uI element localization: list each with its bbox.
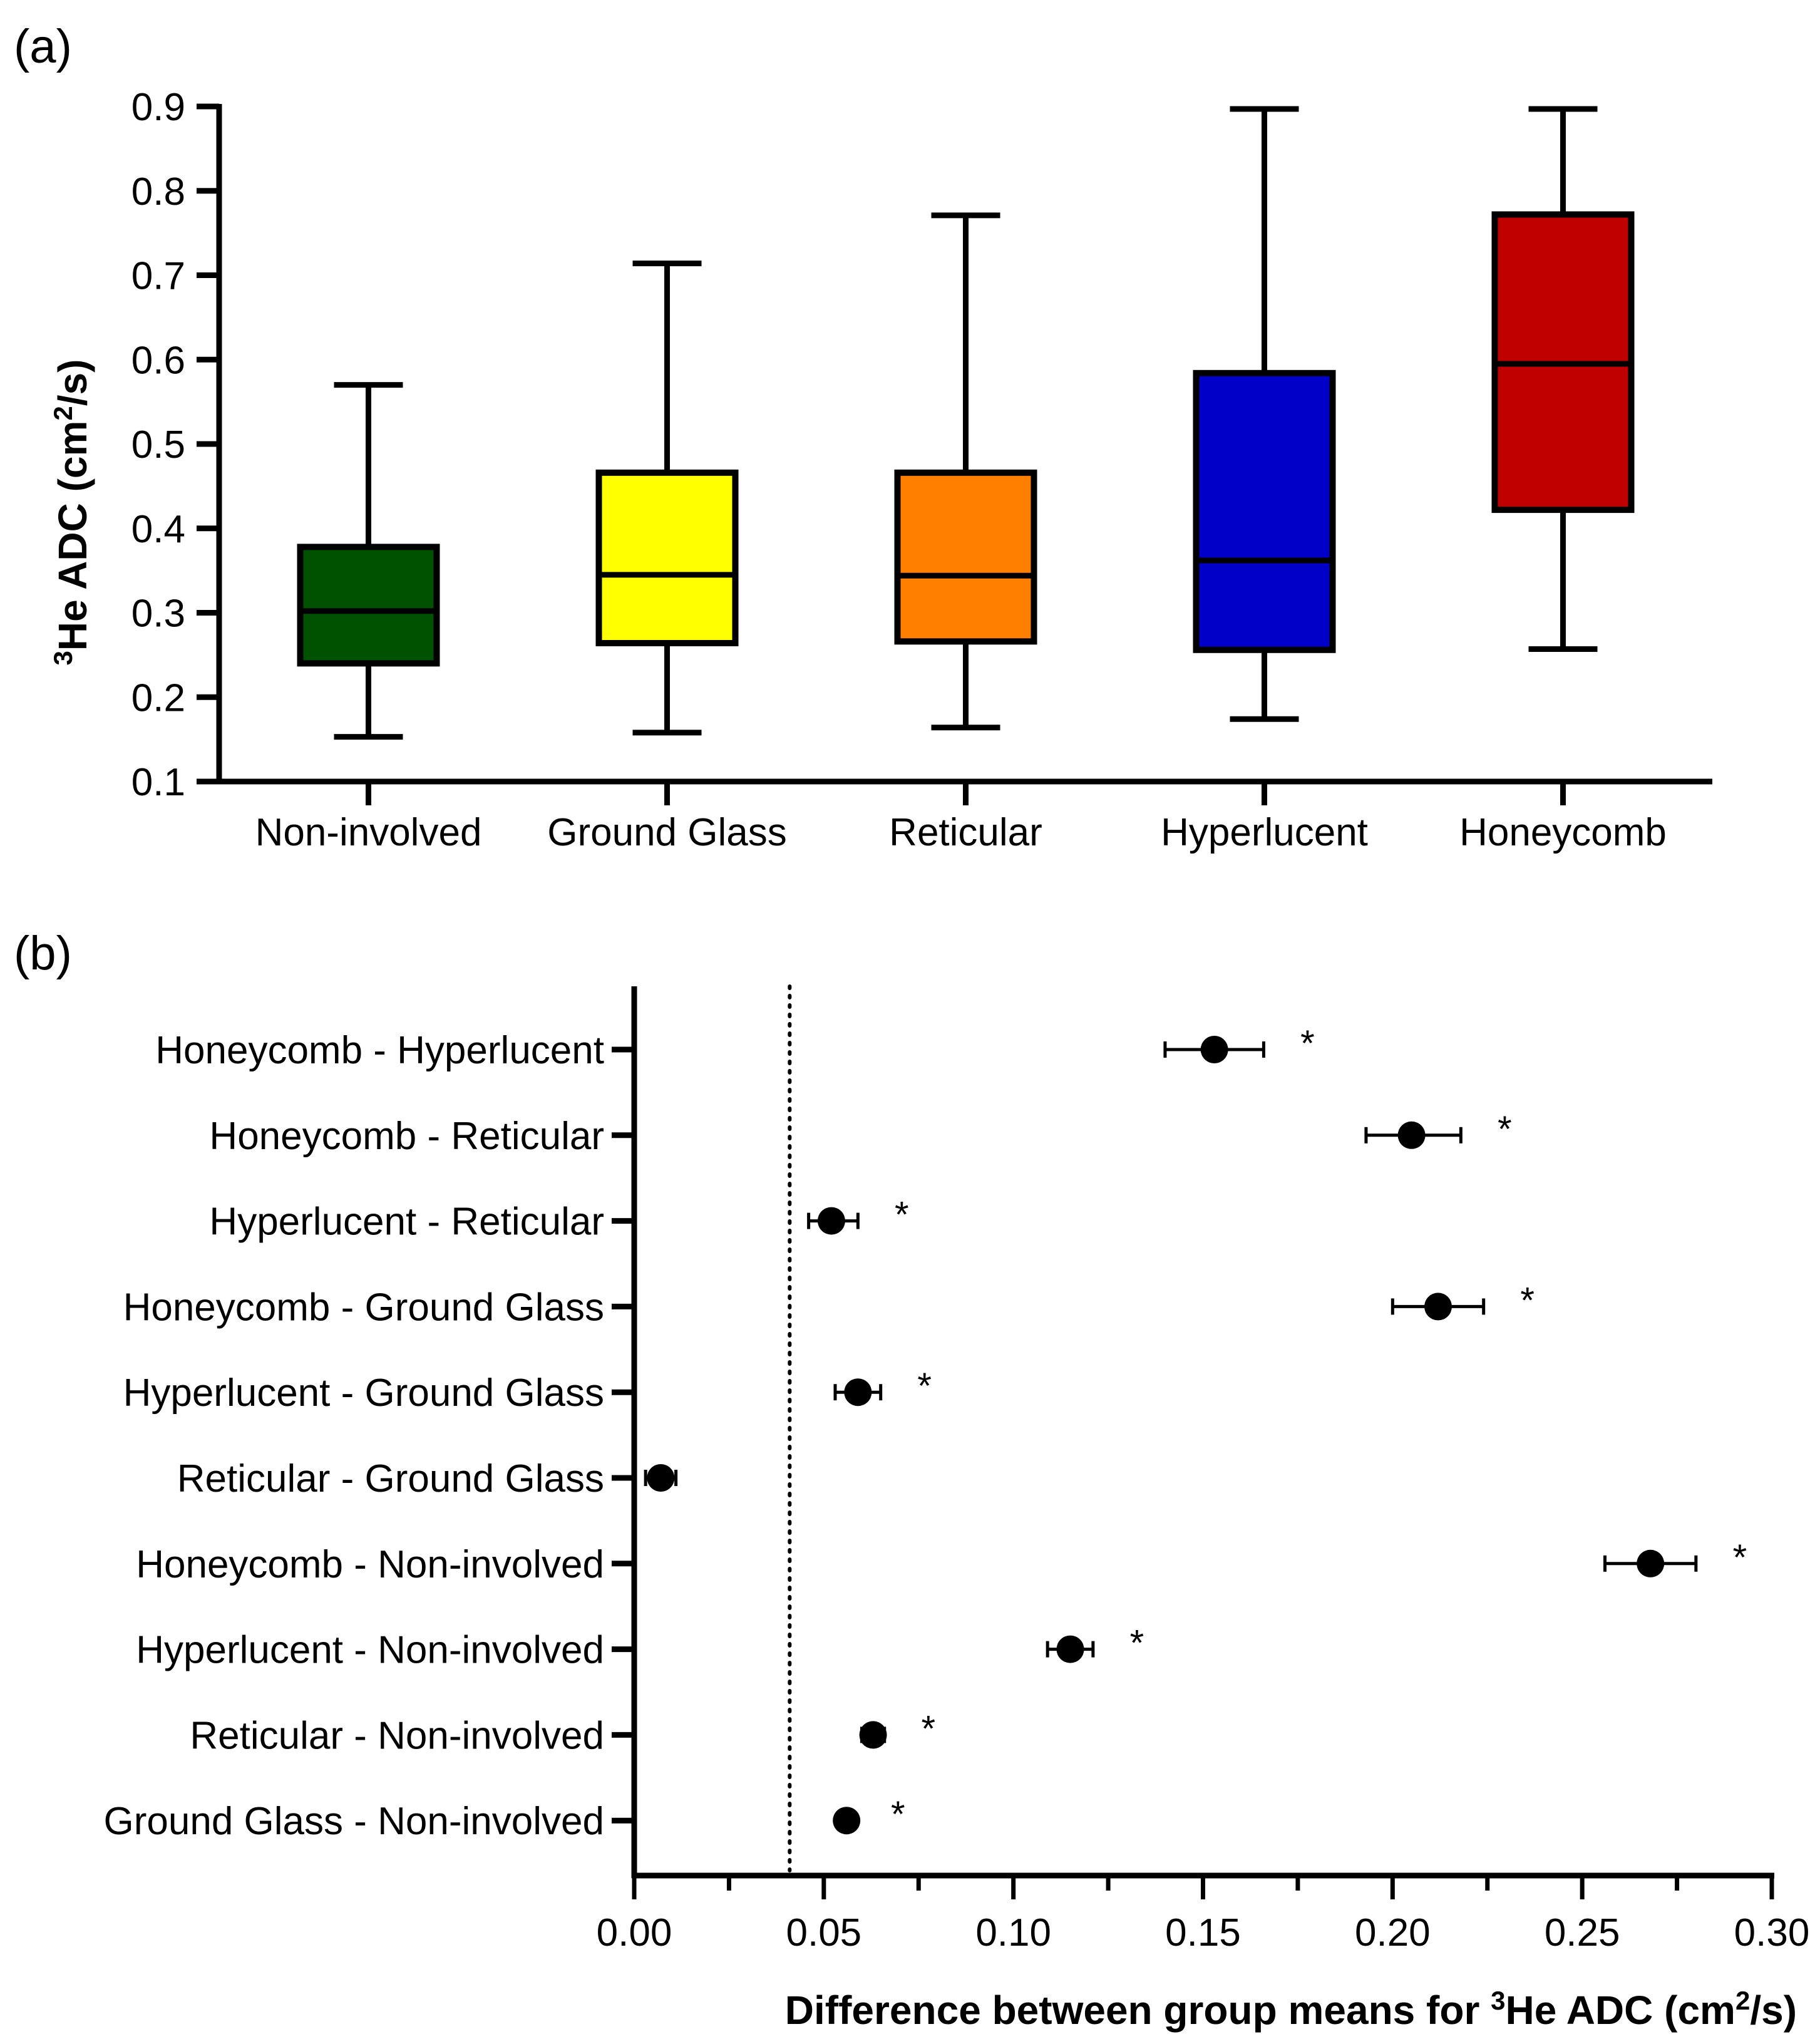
comparison-label: Hyperlucent - Reticular [209,1200,604,1244]
significance-star: * [917,1366,932,1407]
y-tick-label: 0.9 [131,86,185,129]
x-tick-label: 0.10 [975,1911,1051,1954]
box-iqr [595,469,739,647]
panel-b-x-ticks: 0.00 0.05 0.10 0.15 0.20 0.25 0.30 [597,1876,1810,1954]
x-category-label: Ground Glass [547,811,787,854]
y-tick-label: 0.1 [131,761,185,804]
y-tick-label: 0.8 [131,170,185,214]
comparison-label: Honeycomb - Non-involved [136,1543,604,1586]
box-reticular [894,212,1037,731]
significance-star: * [1520,1280,1535,1321]
panel-b-forest-plot: (b) Honeycomb - Hyperlucent Honeycomb - R… [14,927,1809,2033]
comparison-label: Honeycomb - Hyperlucent [155,1029,604,1072]
x-tick-label: 0.20 [1355,1911,1431,1954]
x-tick-label: 0.30 [1734,1911,1810,1954]
x-category-label: Hyperlucent [1161,811,1368,854]
box-hyperlucent [1193,106,1336,722]
mean-point [647,1464,675,1492]
comparison-point-group: * [1391,1280,1535,1321]
panel-a-y-ticks: 0.1 0.2 0.3 0.4 0.5 0.6 0.7 0.8 0.9 [131,86,219,804]
box-iqr [894,469,1037,645]
x-title-unit-sup: 2 [1735,1986,1750,2015]
box-iqr [297,544,440,667]
comparison-label: Honeycomb - Reticular [209,1115,604,1158]
comparison-point-group [644,1464,678,1492]
x-title-suffix: /s) [1750,1988,1797,2033]
y-title-unit-sup: 2 [48,406,78,420]
y-tick-label: 0.6 [131,339,185,382]
significance-star: * [891,1794,905,1835]
significance-star: * [1733,1537,1747,1578]
comparison-label: Reticular - Non-involved [190,1714,604,1757]
x-tick-label: 0.15 [1165,1911,1241,1954]
comparison-label: Honeycomb - Ground Glass [123,1286,604,1329]
comparison-label: Ground Glass - Non-involved [104,1800,604,1843]
mean-point [817,1207,845,1235]
mean-point [1200,1036,1228,1063]
panel-b-y-ticks: Honeycomb - Hyperlucent Honeycomb - Retic… [104,1029,634,1843]
x-category-label: Honeycomb [1459,811,1667,854]
x-title-main: Difference between group means for [785,1988,1491,2033]
y-title-suffix: /s) [50,359,95,406]
box-iqr [1193,369,1336,653]
mean-point [1056,1635,1084,1663]
panel-a-boxes [297,106,1635,740]
significance-star: * [1300,1023,1315,1064]
x-tick-label: 0.05 [786,1911,861,1954]
comparison-label: Hyperlucent - Non-involved [136,1629,604,1672]
panel-a-boxplot: (a) 3He ADC (cm2/s) 0.10.20.30.40.50.60.… [14,20,1712,854]
y-title-prefix-sup: 3 [48,651,78,665]
y-tick-label: 0.3 [131,592,185,636]
panel-a-x-ticks: Non-involved Ground Glass Reticular Hyperlu… [255,782,1667,854]
x-category-label: Reticular [889,811,1042,854]
mean-point [859,1721,887,1749]
y-title-main: He ADC (cm [50,421,95,651]
mean-point [1397,1121,1426,1149]
comparison-point-group: * [859,1708,935,1749]
comparison-point-group: * [1364,1109,1512,1150]
significance-star: * [1498,1109,1512,1150]
box-honeycomb [1491,106,1635,652]
significance-star: * [895,1195,909,1236]
mean-point [1637,1549,1665,1577]
comparison-label: Reticular - Ground Glass [177,1457,604,1500]
panel-a-label: (a) [14,20,72,73]
panel-b-x-axis-title: Difference between group means for 3He A… [785,1986,1797,2033]
comparison-label: Hyperlucent - Ground Glass [123,1371,604,1415]
x-category-label: Non-involved [255,811,482,854]
y-tick-label: 0.2 [131,676,185,720]
comparison-point-group: * [1163,1023,1315,1064]
mean-point [1424,1293,1452,1321]
comparison-point-group: * [807,1195,909,1236]
x-tick-label: 0.00 [597,1911,672,1954]
significance-star: * [1130,1623,1144,1664]
panel-a-y-axis-title: 3He ADC (cm2/s) [48,359,96,666]
x-title-prefix-sup: 3 [1491,1986,1505,2015]
significance-star: * [921,1708,935,1749]
panel-b-label: (b) [14,927,72,980]
comparison-point-group: * [833,1794,905,1835]
panel-b-points: * * * * * * * * * [644,1023,1747,1835]
mean-point [844,1378,872,1407]
mean-point [833,1807,861,1835]
box-ground-glass [595,261,739,736]
y-tick-label: 0.5 [131,423,185,467]
comparison-point-group: * [1046,1623,1144,1664]
x-title-rest: He ADC (cm [1505,1988,1735,2033]
comparison-point-group: * [1603,1537,1747,1578]
box-non-involved [297,382,440,740]
y-tick-label: 0.4 [131,508,185,551]
y-tick-label: 0.7 [131,255,185,298]
comparison-point-group: * [833,1366,932,1407]
x-tick-label: 0.25 [1545,1911,1620,1954]
